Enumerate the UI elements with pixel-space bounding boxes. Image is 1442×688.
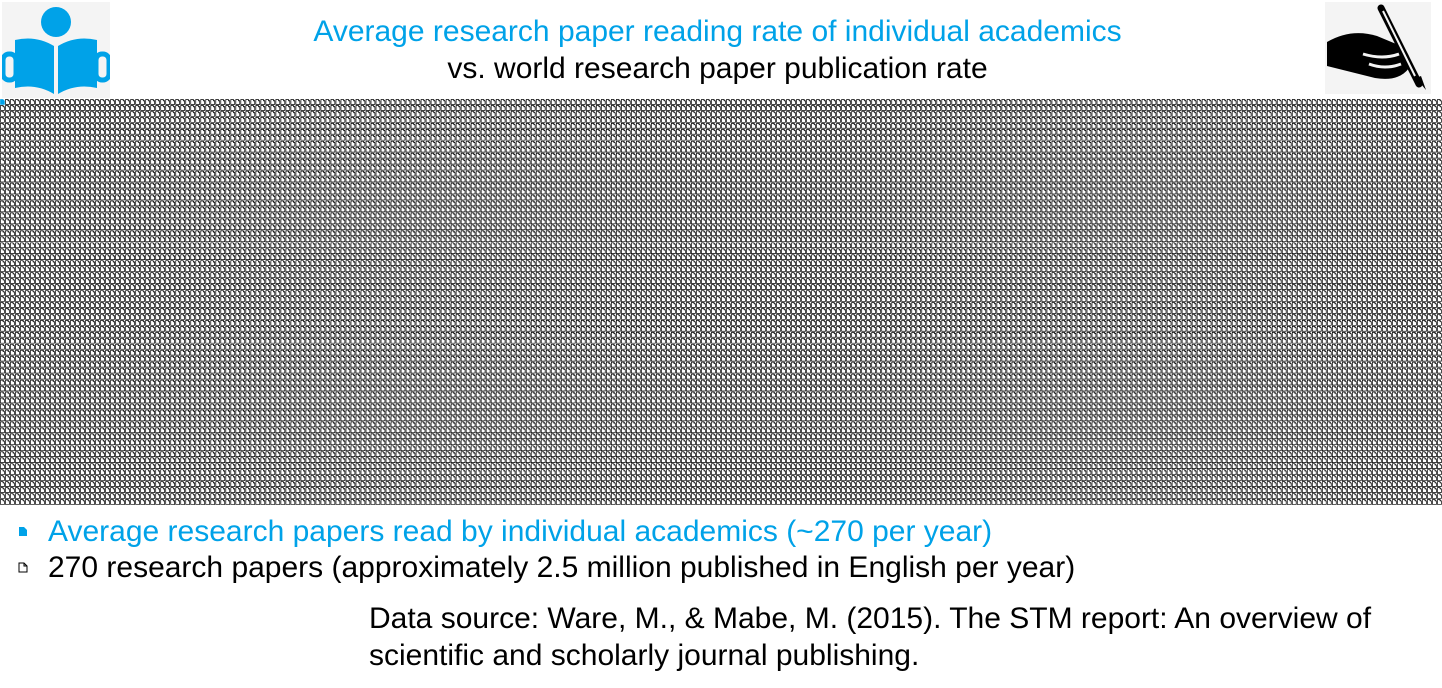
paper-icon-grid (0, 99, 1442, 505)
paper-icon (19, 527, 27, 536)
legend-label-read: Average research papers read by individu… (48, 515, 993, 548)
chart-title: Average research paper reading rate of i… (313, 15, 1122, 48)
paper-icon (18, 562, 28, 573)
read-paper-icon (0, 99, 5, 105)
reading-person-icon (2, 2, 110, 98)
chart-subtitle: vs. world research paper publication rat… (447, 52, 988, 85)
data-source-note: Data source: Ware, M., & Mabe, M. (2015)… (369, 602, 1372, 672)
hand-writing-with-pen-icon (1325, 2, 1431, 94)
legend-label-published: 270 research papers (approximately 2.5 m… (48, 551, 1076, 584)
published-paper-icon-folds (2, 99, 1442, 502)
published-paper-icons (0, 99, 1442, 505)
